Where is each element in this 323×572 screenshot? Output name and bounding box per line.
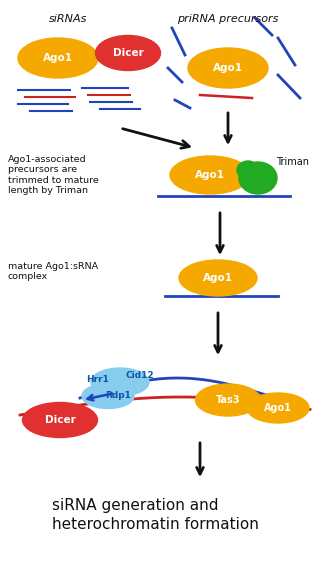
Text: priRNA precursors: priRNA precursors (177, 14, 279, 24)
Text: Ago1: Ago1 (203, 273, 233, 283)
Text: Cid12: Cid12 (126, 371, 154, 379)
Ellipse shape (247, 393, 309, 423)
Text: Ago1-associated
precursors are
trimmed to mature
length by Triman: Ago1-associated precursors are trimmed t… (8, 155, 99, 195)
Ellipse shape (18, 38, 98, 78)
Text: Hrr1: Hrr1 (87, 375, 109, 384)
Ellipse shape (91, 368, 149, 396)
Text: Ago1: Ago1 (213, 63, 243, 73)
Text: Ago1: Ago1 (195, 170, 225, 180)
Ellipse shape (170, 156, 250, 194)
Text: Ago1: Ago1 (264, 403, 292, 413)
Text: Dicer: Dicer (45, 415, 75, 425)
Text: Ago1: Ago1 (43, 53, 73, 63)
Ellipse shape (96, 35, 161, 70)
Ellipse shape (82, 383, 134, 408)
Ellipse shape (237, 161, 259, 179)
Ellipse shape (179, 260, 257, 296)
Text: siRNAs: siRNAs (49, 14, 87, 24)
Text: Rdp1: Rdp1 (105, 391, 131, 400)
Ellipse shape (195, 384, 261, 416)
Text: siRNA generation and
heterochromatin formation: siRNA generation and heterochromatin for… (52, 498, 258, 531)
Text: Triman: Triman (276, 157, 309, 167)
Text: Tas3: Tas3 (216, 395, 240, 405)
Text: Dicer: Dicer (113, 48, 143, 58)
Ellipse shape (239, 162, 277, 194)
Ellipse shape (188, 48, 268, 88)
Ellipse shape (23, 403, 98, 438)
Text: mature Ago1:sRNA
complex: mature Ago1:sRNA complex (8, 262, 98, 281)
